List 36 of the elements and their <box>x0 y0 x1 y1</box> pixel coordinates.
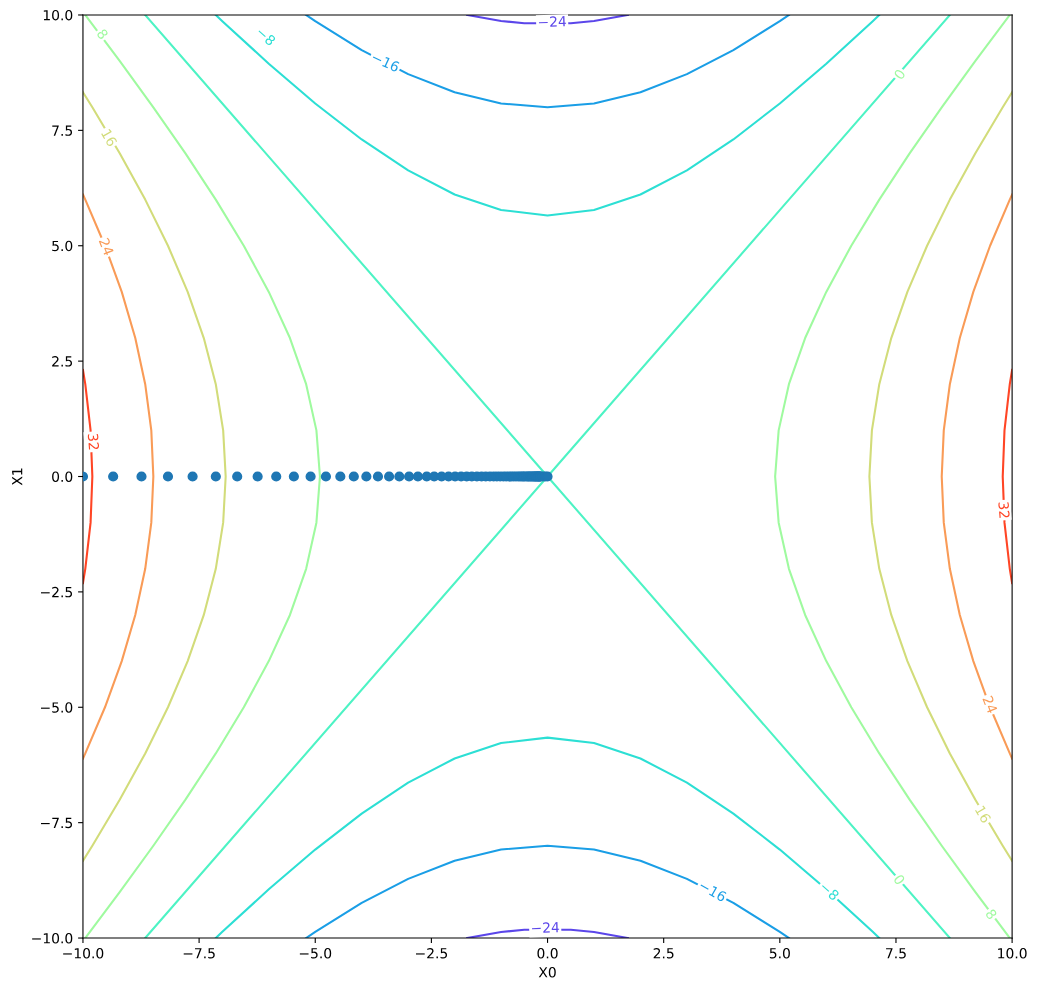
annotation: 16 <box>100 128 118 148</box>
x-tick-label: −5.0 <box>299 948 332 959</box>
annotation: 0 <box>893 68 906 81</box>
x-tick-label: 2.5 <box>653 948 674 959</box>
x-tick-label: 7.5 <box>886 948 906 959</box>
annotation: −8 <box>255 26 277 47</box>
y-tick-label: −5.0 <box>40 702 73 713</box>
annotation: 24 <box>982 695 998 714</box>
y-tick-label: −7.5 <box>40 817 73 829</box>
annotation: 32 <box>998 501 1010 518</box>
x-tick-label: 10.0 <box>998 948 1027 959</box>
annotation: −24 <box>531 921 560 934</box>
y-tick-label: 10.0 <box>43 9 73 21</box>
x-tick-label: 5.0 <box>769 948 790 959</box>
y-tick-label: −2.5 <box>40 586 73 598</box>
x-tick-label: −2.5 <box>416 948 448 959</box>
annotation: 16 <box>974 805 992 824</box>
x-tick-label: −7.5 <box>183 948 215 959</box>
annotation: 8 <box>984 908 998 921</box>
annotation: 32 <box>87 433 100 450</box>
annotation: −8 <box>819 881 840 902</box>
annotation: −24 <box>538 15 567 28</box>
annotation: 0 <box>892 873 906 886</box>
annotation: 24 <box>98 237 115 257</box>
y-tick-label: 5.0 <box>52 240 73 252</box>
x-axis-title: X0 <box>538 967 556 978</box>
y-tick-label: 0.0 <box>52 471 73 482</box>
x-tick-label: 0.0 <box>537 948 558 959</box>
y-tick-label: 7.5 <box>52 125 73 136</box>
y-tick-label: 2.5 <box>52 356 73 367</box>
y-axis-title: X1 <box>12 468 23 486</box>
annotation: −16 <box>371 51 401 73</box>
y-tick-label: −10.0 <box>32 933 73 944</box>
x-tick-label: −10.0 <box>63 948 104 959</box>
annotation: 8 <box>96 28 109 41</box>
annotation: −16 <box>698 879 728 903</box>
